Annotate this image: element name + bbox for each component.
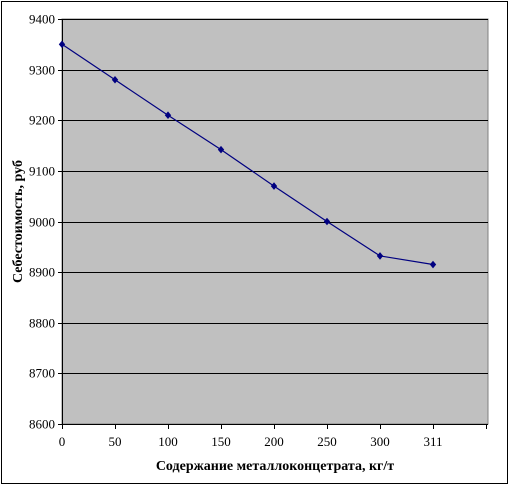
data-point-311 [429, 260, 437, 269]
x-tick-label-200: 200 [264, 434, 284, 449]
x-tick-label-50: 50 [109, 434, 122, 449]
x-tick-label-300: 300 [370, 434, 390, 449]
series-line-0 [61, 43, 434, 266]
x-axis-title: Содержание металлоконцетрата, кг/т [156, 459, 394, 474]
series-group [58, 40, 437, 269]
y-axis-ticks: 8600 8700 8800 8900 9000 9100 9200 9300 9400 [29, 12, 62, 432]
data-point-0 [58, 40, 66, 49]
data-point-100 [164, 111, 172, 119]
y-tick-label-9300: 9300 [29, 63, 55, 78]
grid-lines [62, 19, 488, 374]
plot-area [61, 18, 489, 425]
data-point-250 [323, 217, 331, 226]
y-tick-label-8600: 8600 [29, 417, 55, 432]
x-tick-label-311: 311 [423, 434, 442, 449]
y-axis-title: Себестоимость, руб [11, 160, 26, 283]
y-tick-label-9000: 9000 [29, 215, 55, 230]
data-point-200 [270, 182, 278, 190]
y-tick-label-9400: 9400 [29, 12, 55, 27]
y-tick-label-9200: 9200 [29, 113, 55, 128]
data-point-50 [111, 75, 119, 84]
y-tick-label-8800: 8800 [29, 316, 55, 331]
x-tick-label-0: 0 [59, 434, 66, 449]
data-point-150 [217, 145, 225, 154]
x-axis-ticks: 0 50 100 150 200 250 300 311 [59, 424, 487, 449]
data-point-300 [376, 252, 384, 260]
y-tick-label-8900: 8900 [29, 265, 55, 280]
x-tick-label-150: 150 [211, 434, 231, 449]
y-tick-label-8700: 8700 [29, 366, 55, 381]
x-tick-label-100: 100 [158, 434, 178, 449]
y-tick-label-9100: 9100 [29, 164, 55, 179]
x-tick-label-250: 250 [317, 434, 337, 449]
